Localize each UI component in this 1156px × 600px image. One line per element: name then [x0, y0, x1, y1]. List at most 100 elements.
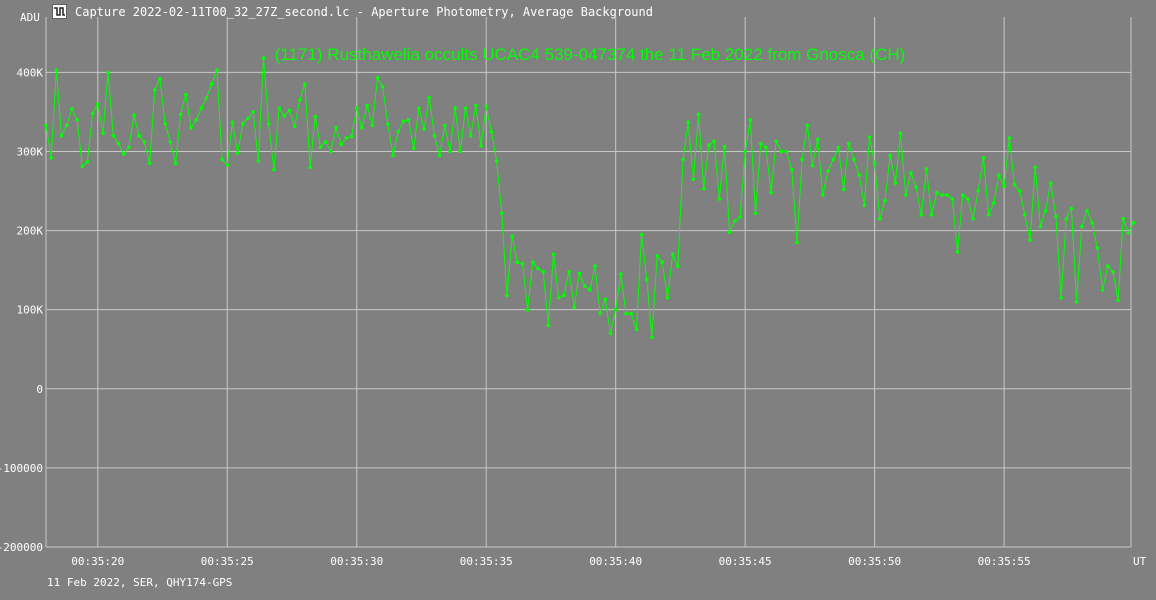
x-tick-label: 00:35:20 — [71, 555, 124, 568]
data-point — [784, 149, 789, 154]
data-point — [116, 141, 121, 146]
data-point — [272, 167, 276, 172]
data-point — [696, 112, 701, 117]
data-point — [1105, 264, 1110, 269]
data-point — [1085, 209, 1089, 213]
x-axis-label: UT — [1133, 555, 1147, 568]
data-point — [764, 145, 768, 150]
light-curve-app-icon[interactable] — [52, 4, 67, 19]
data-point — [282, 114, 287, 118]
data-point — [790, 167, 794, 172]
data-point — [940, 193, 944, 197]
data-point — [313, 114, 318, 119]
data-point — [1007, 136, 1012, 140]
x-tick-label: 00:35:25 — [201, 555, 254, 568]
data-point — [178, 112, 183, 117]
grid-lines — [45, 17, 1132, 548]
data-point — [551, 252, 556, 257]
data-point — [650, 335, 654, 340]
data-point — [624, 311, 628, 316]
data-point — [743, 149, 747, 154]
data-point — [686, 120, 690, 124]
data-point — [173, 161, 178, 166]
data-point — [266, 122, 271, 126]
data-point — [411, 146, 416, 151]
data-point — [546, 323, 551, 328]
data-point — [924, 167, 929, 171]
data-point — [753, 211, 758, 215]
data-point — [862, 203, 867, 208]
data-point — [380, 84, 385, 89]
data-point — [572, 305, 577, 310]
y-tick-label: 100K — [17, 304, 44, 317]
data-point — [147, 161, 152, 166]
y-tick-label: 400K — [17, 66, 44, 79]
x-tick-label: 00:35:30 — [330, 555, 383, 568]
y-tick-label: 0 — [36, 383, 43, 396]
data-point — [531, 260, 535, 265]
data-point — [1126, 231, 1131, 235]
footer-info: 11 Feb 2022, SER, QHY174-GPS — [47, 576, 232, 589]
data-point — [318, 145, 323, 150]
data-point — [127, 145, 131, 150]
data-point — [536, 266, 540, 271]
data-point — [194, 118, 198, 122]
data-point — [494, 159, 499, 163]
data-point — [960, 193, 965, 197]
y-tick-label: 300K — [17, 145, 44, 158]
data-point — [1023, 213, 1027, 217]
data-point — [898, 131, 903, 136]
data-point — [831, 157, 835, 162]
data-point — [893, 181, 898, 185]
data-point — [375, 76, 380, 80]
data-point — [878, 216, 882, 221]
data-point — [588, 288, 592, 292]
data-point — [929, 213, 934, 217]
data-point — [701, 186, 706, 191]
data-point — [608, 331, 613, 336]
data-point — [852, 157, 856, 162]
data-point — [733, 219, 737, 223]
data-point — [567, 269, 571, 274]
data-point — [246, 116, 250, 121]
data-point — [935, 190, 939, 195]
data-point — [370, 123, 375, 128]
data-point — [1033, 165, 1037, 170]
data-point — [406, 118, 411, 122]
data-point — [500, 211, 504, 215]
data-point — [468, 133, 473, 138]
data-point — [821, 193, 825, 197]
data-point — [121, 152, 126, 156]
data-point — [1074, 300, 1079, 304]
data-point — [1059, 296, 1063, 300]
data-point — [349, 134, 354, 139]
data-point — [448, 149, 452, 154]
data-point — [986, 213, 991, 217]
data-point — [541, 269, 545, 274]
data-point — [520, 262, 525, 266]
data-point — [997, 173, 1001, 177]
data-point — [582, 284, 587, 288]
data-point — [292, 124, 297, 128]
data-point — [184, 92, 188, 97]
data-point — [727, 230, 732, 234]
data-point — [800, 157, 804, 162]
data-point — [329, 149, 333, 154]
data-point — [629, 311, 633, 316]
data-point — [132, 113, 136, 117]
data-point — [510, 234, 514, 238]
data-point — [204, 95, 209, 100]
data-point — [70, 107, 74, 111]
data-point — [479, 144, 483, 148]
data-point — [453, 106, 457, 110]
data-point — [613, 307, 618, 312]
y-tick-label: 200K — [17, 225, 44, 238]
data-point — [914, 185, 918, 189]
data-point — [153, 88, 157, 92]
data-point — [277, 106, 281, 110]
data-point — [888, 153, 892, 158]
data-point — [810, 163, 815, 168]
data-point — [836, 145, 841, 150]
data-point — [562, 293, 566, 298]
data-point — [779, 149, 784, 154]
